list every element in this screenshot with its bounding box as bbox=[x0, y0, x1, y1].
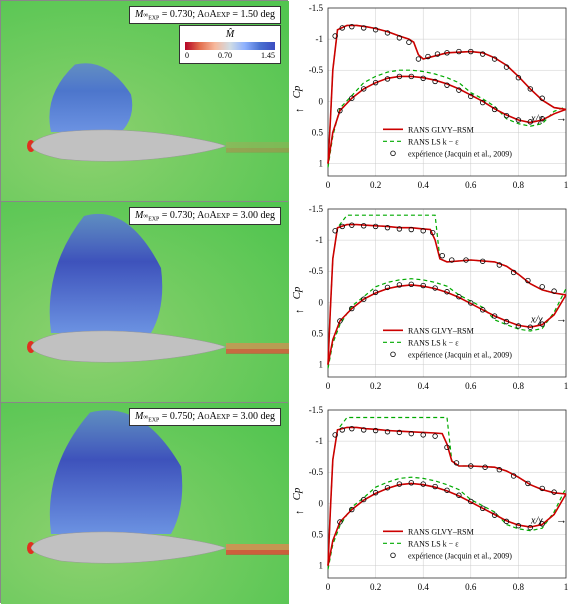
row-2: M∞EXP = 0.750; AoAEXP = 3.00 deg 0 0.2 0.4… bbox=[0, 402, 576, 603]
svg-text:Cp: Cp bbox=[291, 487, 303, 500]
svg-text:1: 1 bbox=[319, 561, 324, 571]
svg-text:0.8: 0.8 bbox=[513, 582, 525, 592]
svg-text:0: 0 bbox=[326, 180, 331, 190]
svg-text:-1: -1 bbox=[316, 235, 324, 245]
cfd-panel-0: M∞EXP = 0.730; AoAEXP = 1.50 deg M̂ 00.7… bbox=[0, 0, 288, 201]
svg-text:x/χ: x/χ bbox=[530, 314, 543, 325]
plot-legend: RANS GLVY–RSM RANS LS k − ε expérience (… bbox=[383, 125, 512, 158]
condition-label: M∞EXP = 0.730; AoAEXP = 1.50 deg bbox=[129, 6, 281, 24]
svg-text:0.4: 0.4 bbox=[418, 381, 430, 391]
row-1: M∞EXP = 0.730; AoAEXP = 3.00 deg 0 0.2 0.4… bbox=[0, 201, 576, 402]
svg-text:RANS GLVY–RSM: RANS GLVY–RSM bbox=[408, 527, 474, 536]
svg-text:0.6: 0.6 bbox=[465, 582, 477, 592]
svg-text:RANS LS k − ε: RANS LS k − ε bbox=[408, 137, 459, 146]
svg-text:0: 0 bbox=[326, 381, 331, 391]
row-0: M∞EXP = 0.730; AoAEXP = 1.50 deg M̂ 00.7… bbox=[0, 0, 576, 201]
svg-text:-1: -1 bbox=[316, 436, 324, 446]
svg-text:0.5: 0.5 bbox=[312, 127, 324, 137]
svg-text:0.4: 0.4 bbox=[418, 582, 430, 592]
svg-text:0.5: 0.5 bbox=[312, 529, 324, 539]
svg-text:0.5: 0.5 bbox=[312, 328, 324, 338]
svg-text:0.4: 0.4 bbox=[418, 180, 430, 190]
cfd-panel-1: M∞EXP = 0.730; AoAEXP = 3.00 deg bbox=[0, 201, 288, 402]
svg-text:0.2: 0.2 bbox=[370, 381, 381, 391]
svg-text:0.2: 0.2 bbox=[370, 582, 381, 592]
svg-text:0.2: 0.2 bbox=[370, 180, 381, 190]
svg-text:-1: -1 bbox=[316, 34, 324, 44]
svg-text:1: 1 bbox=[319, 159, 324, 169]
cfd-panel-2: M∞EXP = 0.750; AoAEXP = 3.00 deg bbox=[0, 402, 288, 603]
svg-text:-0.5: -0.5 bbox=[309, 266, 324, 276]
condition-label: M∞EXP = 0.750; AoAEXP = 3.00 deg bbox=[129, 408, 281, 426]
svg-text:-1.5: -1.5 bbox=[309, 204, 324, 214]
condition-label: M∞EXP = 0.730; AoAEXP = 3.00 deg bbox=[129, 207, 281, 225]
svg-text:RANS LS k − ε: RANS LS k − ε bbox=[408, 338, 459, 347]
svg-text:Cp: Cp bbox=[291, 85, 303, 98]
plot-legend: RANS GLVY–RSM RANS LS k − ε expérience (… bbox=[383, 326, 512, 359]
svg-text:→: → bbox=[556, 514, 567, 526]
svg-text:-0.5: -0.5 bbox=[309, 65, 324, 75]
colorbar-title: M̂ bbox=[185, 29, 275, 40]
svg-text:Cp: Cp bbox=[291, 286, 303, 299]
svg-text:←: ← bbox=[295, 304, 306, 316]
svg-text:0.6: 0.6 bbox=[465, 381, 477, 391]
svg-text:1: 1 bbox=[564, 180, 569, 190]
svg-text:0: 0 bbox=[319, 498, 324, 508]
svg-text:RANS GLVY–RSM: RANS GLVY–RSM bbox=[408, 125, 474, 134]
svg-text:RANS GLVY–RSM: RANS GLVY–RSM bbox=[408, 326, 474, 335]
svg-text:1: 1 bbox=[564, 381, 569, 391]
cp-plot-0: 00.20.40.60.81-1.5-1-0.500.51 Cp ← x/χ →… bbox=[288, 0, 576, 201]
svg-text:expérience (Jacquin et al., 20: expérience (Jacquin et al., 2009) bbox=[408, 551, 512, 560]
svg-text:-1.5: -1.5 bbox=[309, 3, 324, 13]
colorbar: M̂ 00.701.45 bbox=[179, 25, 281, 64]
svg-text:0.6: 0.6 bbox=[465, 180, 477, 190]
svg-text:expérience (Jacquin et al., 20: expérience (Jacquin et al., 2009) bbox=[408, 149, 512, 158]
svg-text:1: 1 bbox=[319, 360, 324, 370]
svg-text:expérience (Jacquin et al., 20: expérience (Jacquin et al., 2009) bbox=[408, 350, 512, 359]
svg-text:RANS LS k − ε: RANS LS k − ε bbox=[408, 539, 459, 548]
svg-text:1: 1 bbox=[564, 582, 569, 592]
svg-text:0.8: 0.8 bbox=[513, 381, 525, 391]
svg-text:←: ← bbox=[295, 505, 306, 517]
svg-text:-0.5: -0.5 bbox=[309, 467, 324, 477]
svg-text:-1.5: -1.5 bbox=[309, 405, 324, 415]
cp-plot-2: 00.20.40.60.81-1.5-1-0.500.51 Cp ← x/χ →… bbox=[288, 402, 576, 603]
svg-text:→: → bbox=[556, 112, 567, 124]
svg-text:0.8: 0.8 bbox=[513, 180, 525, 190]
plot-legend: RANS GLVY–RSM RANS LS k − ε expérience (… bbox=[383, 527, 512, 560]
svg-text:→: → bbox=[556, 313, 567, 325]
svg-text:0: 0 bbox=[319, 96, 324, 106]
svg-text:0: 0 bbox=[326, 582, 331, 592]
cp-plot-1: 0 0.2 0.4 0.6 0.8 1 -1.5 -1 -0.5 0 0.5 1 Cp ← x/χ →… bbox=[288, 201, 576, 402]
svg-text:←: ← bbox=[295, 103, 306, 115]
svg-text:0: 0 bbox=[319, 297, 324, 307]
